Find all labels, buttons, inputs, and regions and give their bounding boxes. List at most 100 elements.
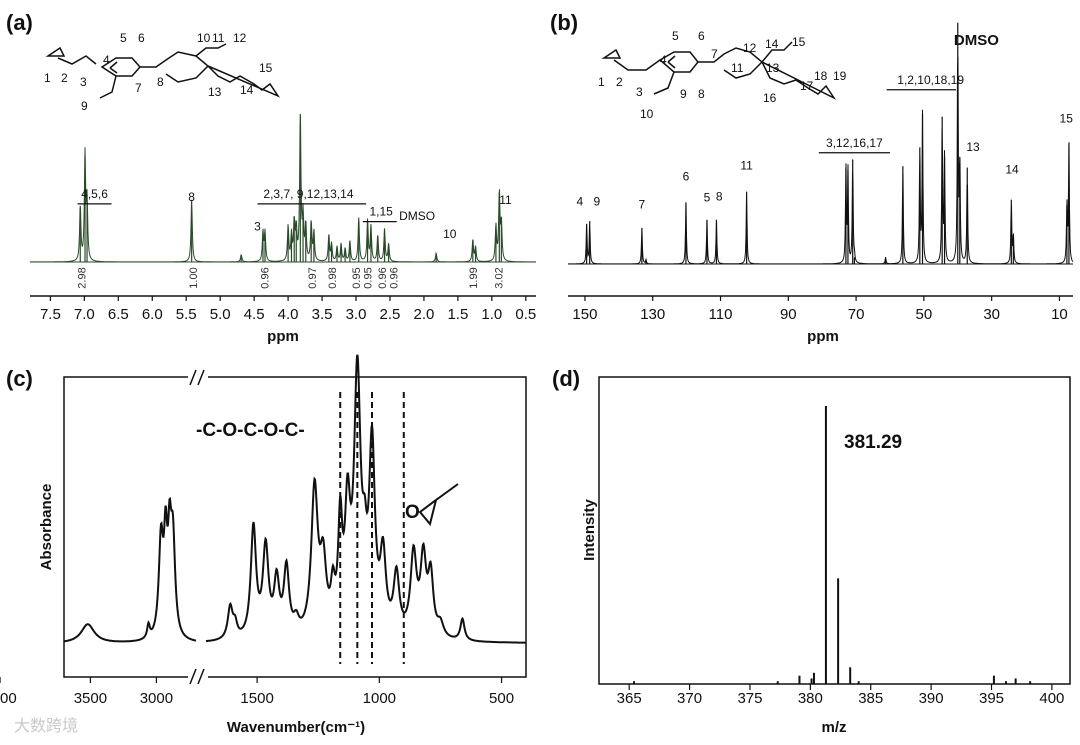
x-axis-b-label: ppm [807, 328, 839, 345]
panel-a-label: (a) [6, 10, 33, 35]
x-tick-label: 365 [617, 690, 642, 707]
panel-b-label: (b) [550, 10, 578, 35]
x-tick-label: 1.5 [447, 306, 468, 323]
plot-frame-c [63, 376, 527, 678]
struct-a-num: 2 [61, 71, 68, 85]
struct-b-num: 19 [833, 69, 847, 83]
struct-b-num: 17 [800, 79, 814, 93]
peak-label: 10 [443, 227, 457, 241]
struct-b-num: 9 [680, 87, 687, 101]
x-tick-label: 1000 [363, 690, 396, 707]
peak-label: 7 [639, 197, 646, 211]
y-axis-d-label: Intensity [581, 499, 598, 561]
struct-b-num: 4 [660, 53, 667, 67]
structure-b [601, 41, 837, 100]
struct-b-num: 15 [792, 35, 806, 49]
struct-a-num: 7 [135, 81, 142, 95]
x-tick-label: 400 [1039, 690, 1064, 707]
peak-label: 6 [683, 169, 690, 183]
x-axis-d: 365 370 375 380 385 390 395 400 [617, 684, 1064, 707]
struct-b-num: 7 [711, 47, 718, 61]
struct-a-num: 15 [259, 61, 273, 75]
x-tick-label: 0.5 [515, 306, 536, 323]
peak-label: 4,5,6 [81, 187, 108, 201]
x-tick-label: 3000 [140, 690, 173, 707]
x-tick-label: 30 [983, 306, 1000, 323]
x-tick-label: 110 [709, 306, 733, 323]
x-tick-label: 3500 [74, 690, 107, 707]
struct-b-num: 5 [672, 29, 679, 43]
x-tick-label: 3.0 [346, 306, 367, 323]
watermark: 大数跨境 [14, 716, 78, 735]
struct-b-num: 11 [731, 61, 744, 75]
x-tick-label: 385 [858, 690, 883, 707]
struct-b-num: 1 [598, 75, 605, 89]
x-tick-label: 4.5 [244, 306, 265, 323]
peak-label: 9 [593, 195, 600, 209]
integral-value: 0.96 [388, 267, 400, 288]
panel-d-label: (d) [552, 366, 580, 391]
struct-b-num: 14 [765, 37, 779, 51]
spectrum-a: 4,5,6 8 2,3,7, 9,12,13,14 3 1,15 DMSO 10 11 2.98… [29, 114, 536, 289]
integral-value: 2.98 [77, 267, 89, 288]
x-axis-c: 3500 3000 2500 1500 1000 500 [0, 677, 514, 707]
integral-value: 1.00 [188, 267, 200, 288]
structure-a-numbers: 1 2 3 4 5 6 7 8 9 10 11 12 13 14 15 [44, 31, 273, 113]
structure-b-numbers: 1 2 3 4 5 6 7 8 9 10 11 12 13 14 15 16 1… [598, 29, 847, 121]
x-tick-label: 150 [572, 306, 597, 323]
struct-a-num: 9 [81, 99, 88, 113]
struct-b-num: 3 [636, 85, 643, 99]
panel-b: (b) 1 2 3 4 5 6 7 8 9 10 11 12 13 14 15 … [550, 10, 1074, 345]
peak-label: 8 [188, 190, 195, 204]
x-tick-label: 4.0 [278, 306, 299, 323]
y-axis-c-label: Absorbance [38, 484, 55, 571]
x-tick-label: 6.0 [142, 306, 163, 323]
structure-a [45, 43, 281, 99]
plot-frame-d [598, 376, 1071, 685]
x-axis-d-label: m/z [821, 719, 846, 736]
peak-label: 3,12,16,17 [826, 136, 883, 150]
x-tick-label: 6.5 [108, 306, 129, 323]
x-tick-label: 7.0 [74, 306, 95, 323]
struct-a-num: 3 [80, 75, 87, 89]
x-tick-label: 130 [640, 306, 665, 323]
peak-label: DMSO [399, 209, 435, 223]
panel-a: (a) 1 2 3 4 5 6 7 8 9 10 11 12 13 14 15 [6, 10, 536, 345]
x-tick-label: 2.5 [380, 306, 401, 323]
x-tick-label: 375 [737, 690, 762, 707]
integral-value: 0.96 [377, 267, 389, 288]
peak-label: 1,15 [369, 205, 393, 219]
x-axis-b: 150 130 110 90 70 50 30 10 [568, 295, 1073, 323]
x-tick-label: 5.5 [176, 306, 197, 323]
peak-label: 2,3,7, 9,12,13,14 [263, 187, 353, 201]
spectrum-c [63, 354, 526, 664]
x-tick-label: 500 [489, 690, 514, 707]
struct-b-num: 8 [698, 87, 705, 101]
panel-c-label: (c) [6, 366, 33, 391]
x-axis-a: 7.5 7.0 6.5 6.0 5.5 5.0 4.5 4.0 3.5 3.0 2.5 2.0 1.5 1… [30, 295, 536, 323]
peak-label: 4 [577, 195, 584, 209]
epoxide-icon: O [405, 483, 459, 527]
x-tick-label: 370 [677, 690, 702, 707]
integral-value: 0.95 [351, 267, 363, 288]
struct-a-num: 13 [208, 85, 222, 99]
x-tick-label: 2.0 [414, 306, 435, 323]
integral-value: 0.97 [307, 267, 319, 288]
epoxide-oxygen-label: O [405, 502, 420, 523]
panel-d: (d) 365 370 375 380 385 390 395 400 381.29 m/z … [552, 366, 1071, 736]
struct-b-num: 18 [814, 69, 828, 83]
peak-label: 3 [254, 219, 261, 233]
struct-a-num: 1 [44, 71, 51, 85]
struct-b-num: 13 [766, 61, 780, 75]
x-tick-label: 395 [979, 690, 1004, 707]
struct-b-num: 6 [698, 29, 705, 43]
x-tick-label: 1500 [240, 690, 273, 707]
ether-annotation: -C-O-C-O-C- [196, 420, 305, 441]
x-tick-label: 50 [916, 306, 933, 323]
x-axis-a-label: ppm [267, 328, 299, 345]
peak-label: 5 [704, 191, 711, 205]
struct-a-num: 12 [233, 31, 247, 45]
x-tick-label: 5.0 [210, 306, 231, 323]
struct-b-num: 16 [763, 91, 777, 105]
